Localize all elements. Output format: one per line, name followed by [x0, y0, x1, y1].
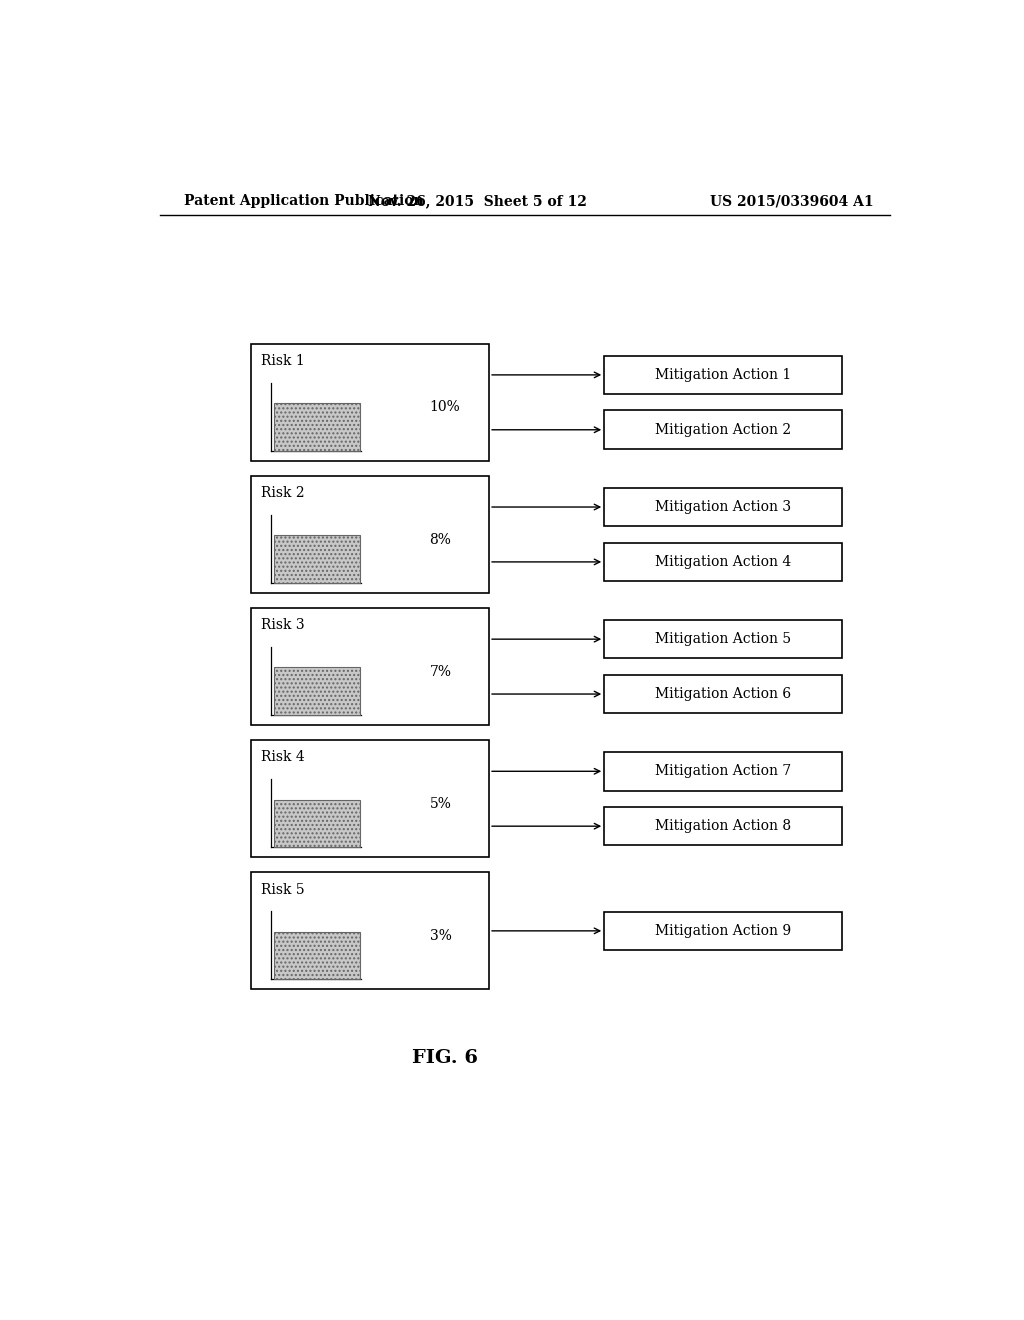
Bar	[604, 543, 842, 581]
Bar	[251, 873, 489, 989]
Text: Mitigation Action 1: Mitigation Action 1	[655, 368, 792, 381]
Bar	[274, 800, 359, 847]
Text: 10%: 10%	[430, 400, 461, 414]
Bar	[251, 345, 489, 461]
Text: 8%: 8%	[430, 532, 452, 546]
Text: Mitigation Action 9: Mitigation Action 9	[655, 924, 792, 939]
Bar	[604, 411, 842, 449]
Bar	[604, 752, 842, 791]
Bar	[274, 403, 359, 450]
Text: FIG. 6: FIG. 6	[413, 1049, 478, 1067]
Bar	[604, 675, 842, 713]
Text: 7%: 7%	[430, 665, 452, 678]
Text: Risk 4: Risk 4	[261, 751, 305, 764]
Bar	[251, 609, 489, 725]
Text: Mitigation Action 2: Mitigation Action 2	[655, 422, 792, 437]
Text: Mitigation Action 7: Mitigation Action 7	[655, 764, 792, 779]
Text: Risk 3: Risk 3	[261, 618, 305, 632]
Bar	[251, 741, 489, 857]
Text: 5%: 5%	[430, 797, 452, 810]
Text: Mitigation Action 5: Mitigation Action 5	[655, 632, 792, 647]
Bar	[274, 536, 359, 582]
Text: Mitigation Action 8: Mitigation Action 8	[655, 820, 792, 833]
Text: Nov. 26, 2015  Sheet 5 of 12: Nov. 26, 2015 Sheet 5 of 12	[368, 194, 587, 209]
Bar	[604, 487, 842, 527]
Bar	[604, 912, 842, 950]
Text: Patent Application Publication: Patent Application Publication	[183, 194, 423, 209]
Text: Mitigation Action 4: Mitigation Action 4	[655, 554, 792, 569]
Bar	[251, 477, 489, 593]
Bar	[274, 932, 359, 979]
Text: Risk 1: Risk 1	[261, 354, 305, 368]
Bar	[604, 355, 842, 395]
Text: Risk 2: Risk 2	[261, 486, 305, 500]
Text: Risk 5: Risk 5	[261, 883, 305, 896]
Text: US 2015/0339604 A1: US 2015/0339604 A1	[711, 194, 873, 209]
Text: 3%: 3%	[430, 929, 452, 942]
Text: Mitigation Action 3: Mitigation Action 3	[655, 500, 792, 513]
Bar	[604, 620, 842, 659]
Bar	[274, 668, 359, 715]
Text: Mitigation Action 6: Mitigation Action 6	[655, 686, 792, 701]
Bar	[604, 807, 842, 846]
